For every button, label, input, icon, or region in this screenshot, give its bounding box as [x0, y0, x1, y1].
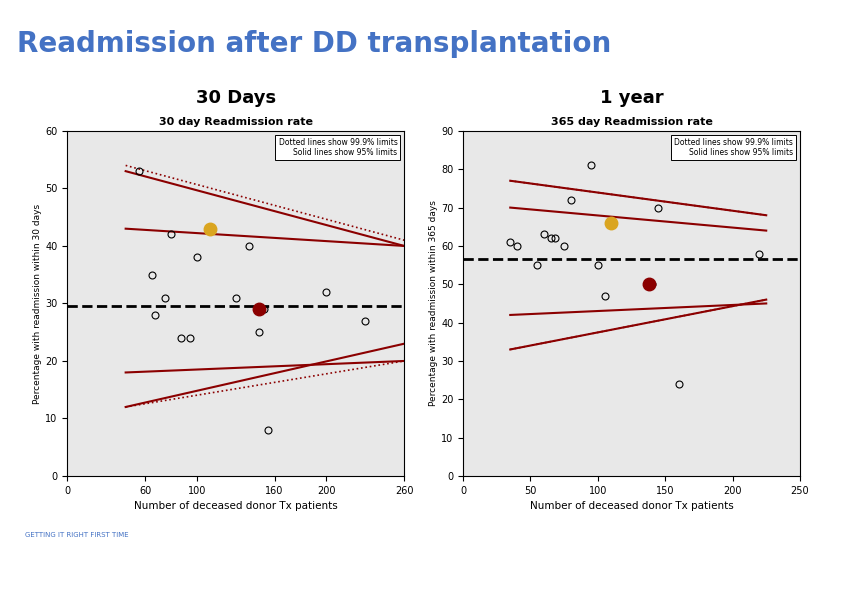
Y-axis label: Percentage with readmission within 30 days: Percentage with readmission within 30 da…	[34, 203, 42, 403]
Text: Readmission after DD transplantation: Readmission after DD transplantation	[17, 30, 611, 58]
Text: GETTING IT RIGHT FIRST TIME: GETTING IT RIGHT FIRST TIME	[25, 533, 129, 538]
Text: Dotted lines show 99.9% limits
Solid lines show 95% limits: Dotted lines show 99.9% limits Solid lin…	[279, 138, 397, 157]
Text: F: F	[131, 560, 141, 576]
Text: 1 year: 1 year	[600, 89, 663, 107]
X-axis label: Number of deceased donor Tx patients: Number of deceased donor Tx patients	[530, 501, 733, 511]
Y-axis label: Percentage with readmission within 365 days: Percentage with readmission within 365 d…	[429, 201, 438, 406]
Text: T: T	[163, 560, 173, 576]
Text: G: G	[34, 560, 45, 576]
Title: 365 day Readmission rate: 365 day Readmission rate	[551, 117, 712, 127]
Title: 30 day Readmission rate: 30 day Readmission rate	[159, 117, 312, 127]
Text: 30 Days: 30 Days	[195, 89, 276, 107]
X-axis label: Number of deceased donor Tx patients: Number of deceased donor Tx patients	[134, 501, 338, 511]
Text: NHS: NHS	[714, 35, 768, 55]
Text: I: I	[69, 560, 74, 576]
Text: R: R	[98, 560, 109, 576]
Text: Dotted lines show 99.9% limits
Solid lines show 95% limits: Dotted lines show 99.9% limits Solid lin…	[674, 138, 793, 157]
